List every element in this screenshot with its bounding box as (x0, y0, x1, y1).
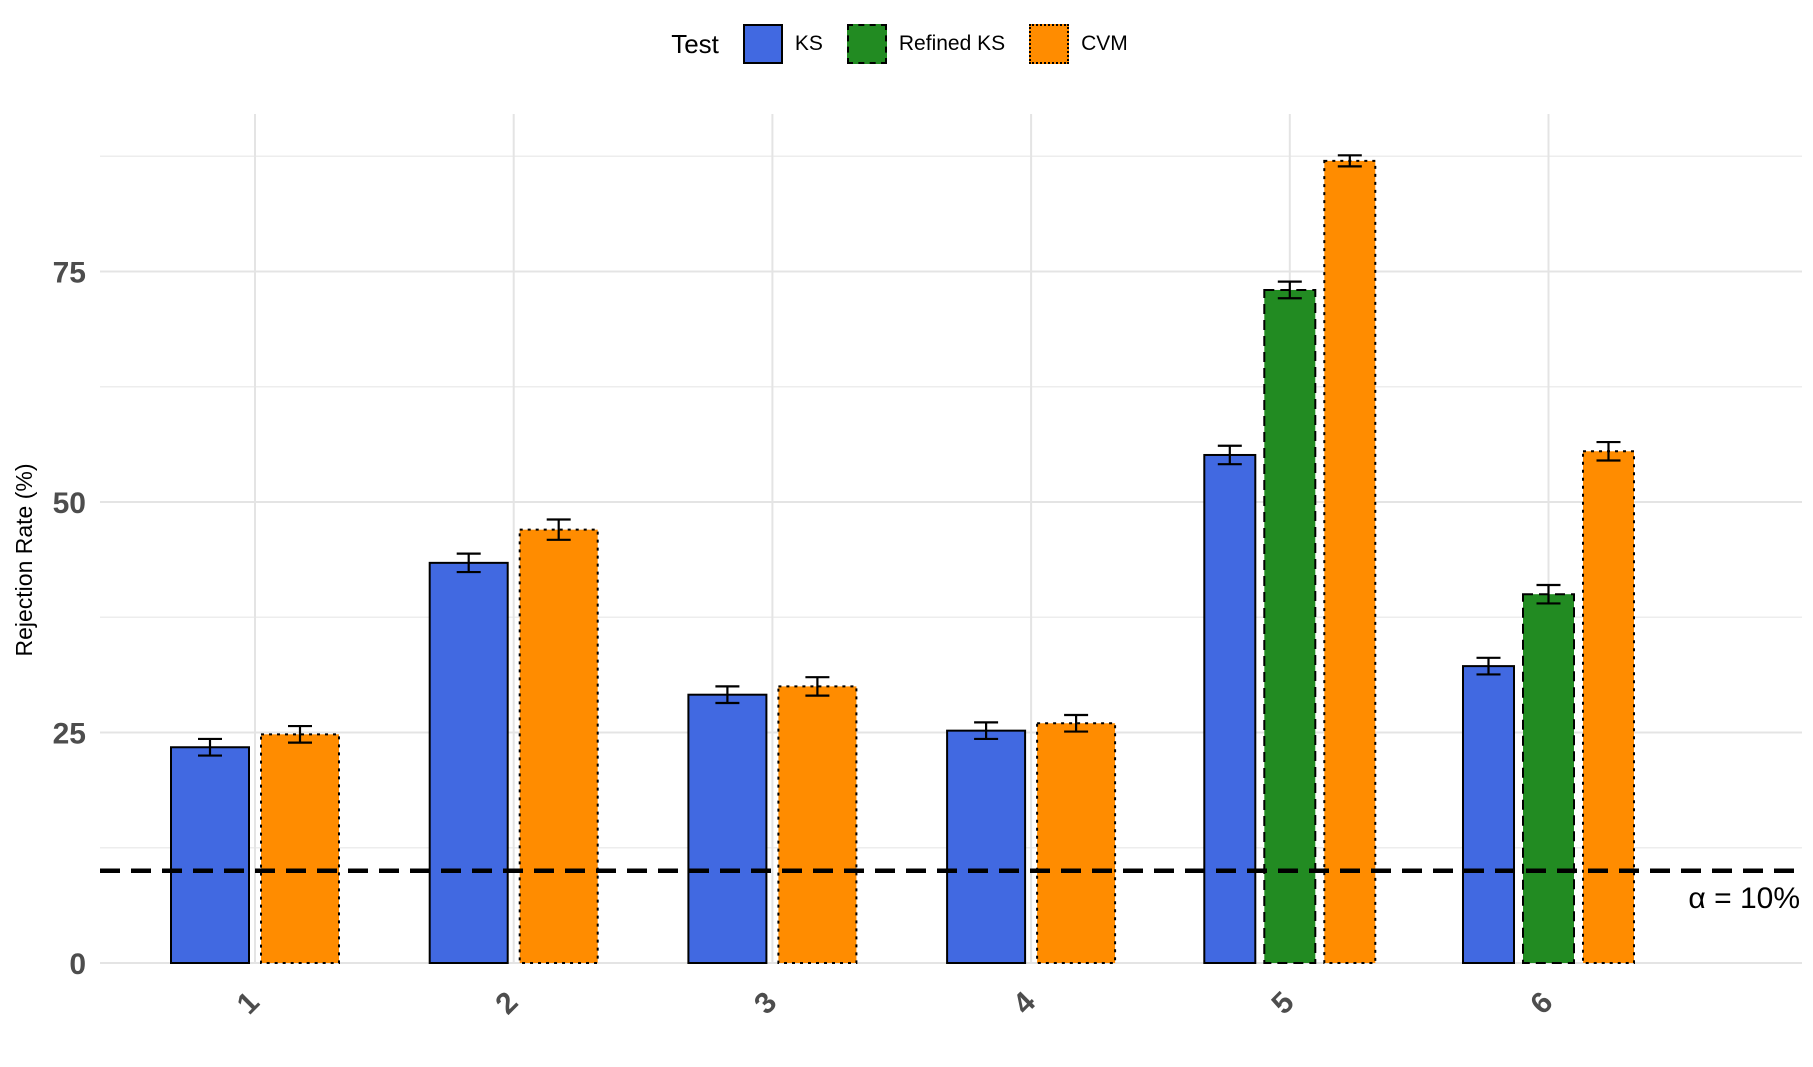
y-tick-label: 50 (53, 487, 86, 520)
legend: Test KS Refined KS CVM (0, 24, 1813, 64)
legend-key-cvm (1029, 24, 1070, 64)
bar-cvm (518, 528, 599, 964)
bar-cvm (1036, 722, 1117, 965)
bar-refined-ks (1522, 593, 1575, 964)
x-tick-label: 3 (748, 986, 783, 1021)
bar-cvm (777, 685, 858, 965)
y-axis-label: Rejection Rate (%) (11, 463, 37, 656)
y-tick-label: 0 (69, 948, 86, 981)
y-tick-label: 75 (53, 257, 86, 290)
bar-ks (946, 729, 1027, 964)
bar-ks (428, 561, 509, 964)
x-tick-label: 1 (231, 986, 266, 1021)
x-tick-label: 4 (1007, 985, 1042, 1020)
bar-ks (687, 693, 768, 964)
x-tick-label: 2 (489, 986, 524, 1021)
bar-cvm (1582, 450, 1635, 964)
bar-ks (170, 746, 250, 965)
legend-label-refined-ks: Refined KS (898, 32, 1006, 55)
bar-refined-ks (1263, 288, 1317, 964)
y-tick-label: 25 (53, 718, 86, 751)
legend-item-ks: KS (742, 24, 823, 64)
legend-label-ks: KS (794, 32, 823, 55)
bar-ks (1203, 453, 1257, 964)
legend-label-cvm: CVM (1081, 32, 1128, 55)
legend-key-refined-ks (846, 24, 887, 64)
legend-item-cvm: CVM (1029, 24, 1128, 64)
x-tick-label: 5 (1266, 986, 1301, 1021)
bar-cvm (1323, 159, 1377, 965)
bar-ks (1462, 665, 1515, 965)
legend-item-refined-ks: Refined KS (846, 24, 1006, 64)
legend-key-ks (742, 24, 783, 64)
alpha-annotation: α = 10% (1688, 882, 1800, 915)
legend-title: Test (671, 28, 719, 59)
bar-cvm (260, 733, 340, 964)
x-tick-label: 6 (1524, 986, 1559, 1021)
